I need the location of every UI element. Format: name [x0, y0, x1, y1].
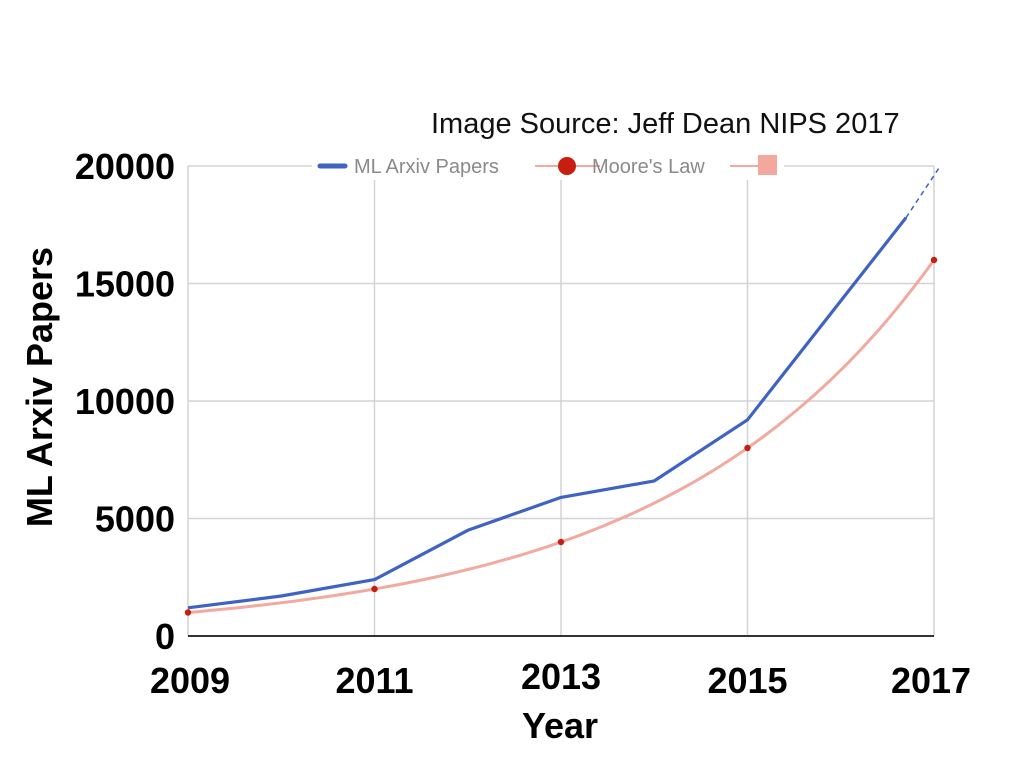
x-tick-label: 2015	[707, 660, 787, 701]
y-tick-label: 5000	[95, 499, 175, 540]
ml-papers-projection-line	[905, 167, 940, 219]
legend-swatch-moores-law	[558, 157, 576, 175]
y-axis-title: ML Arxiv Papers	[19, 247, 60, 527]
y-tick-label: 0	[155, 616, 175, 657]
x-tick-label: 2017	[891, 660, 971, 701]
moores-law-point	[371, 585, 378, 593]
x-axis-title: Year	[522, 705, 598, 746]
x-tick-label: 2009	[150, 660, 230, 701]
x-tick-label: 2013	[521, 656, 601, 697]
grid-lines	[187, 165, 935, 636]
moores-law-point	[930, 256, 938, 264]
legend-label-moores-law: Moore's Law	[592, 156, 705, 178]
series-group	[184, 167, 940, 616]
legend: ML Arxiv Papers Moore's Law	[312, 152, 784, 180]
moores-law-point	[184, 609, 192, 616]
tick-labels: 0 5000 10000 15000 20000 2009 2011 2013 2015 2017	[75, 146, 971, 701]
y-tick-label: 10000	[75, 381, 175, 422]
moores-law-point	[557, 538, 565, 546]
moores-law-point	[744, 444, 751, 452]
y-tick-label: 15000	[75, 264, 175, 305]
image-source-note: Image Source: Jeff Dean NIPS 2017	[431, 108, 900, 140]
legend-swatch-square	[758, 155, 777, 175]
x-tick-label: 2011	[335, 660, 413, 701]
y-tick-label: 20000	[75, 146, 175, 187]
ml-papers-line	[187, 216, 908, 610]
legend-label-ml-papers: ML Arxiv Papers	[354, 156, 499, 178]
